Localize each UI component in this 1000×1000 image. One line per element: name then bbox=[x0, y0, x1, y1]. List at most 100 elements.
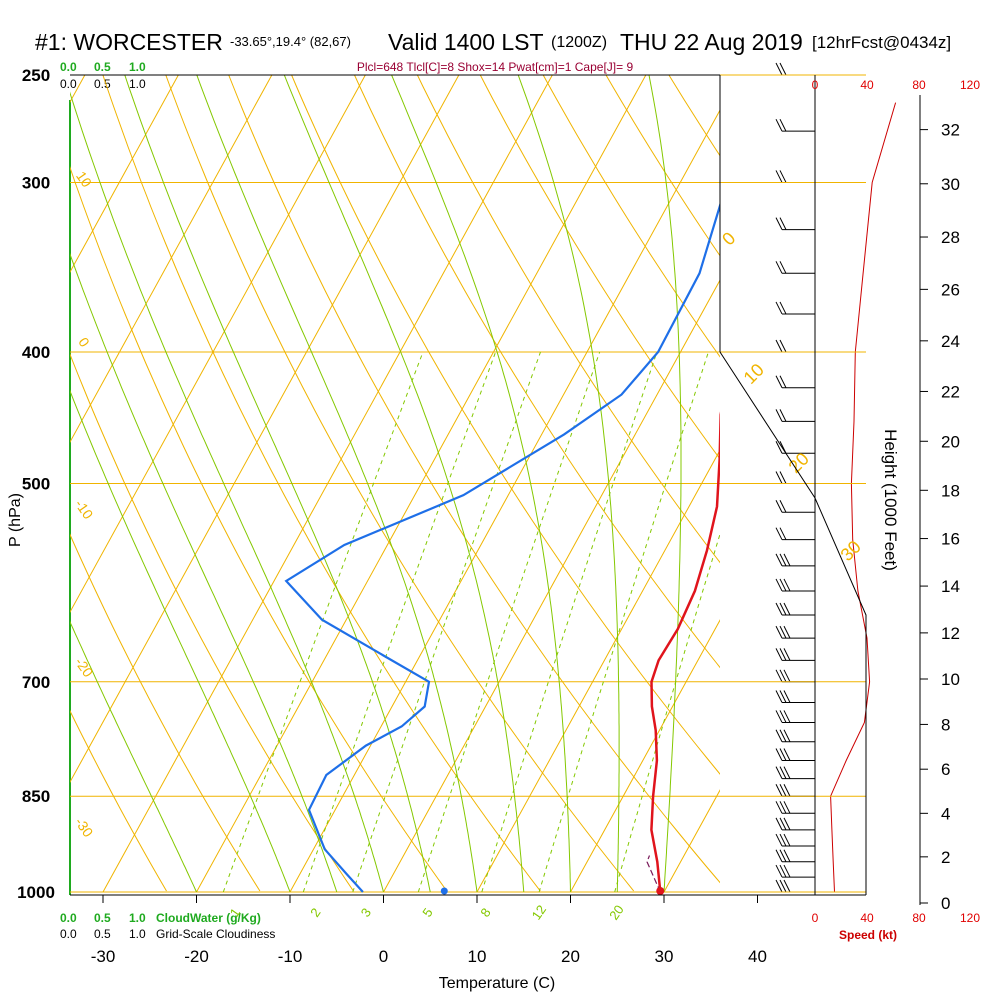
x-tick-label: -20 bbox=[184, 947, 209, 966]
dry-adiabat bbox=[165, 75, 635, 892]
isotherm bbox=[476, 449, 720, 893]
height-tick-label: 14 bbox=[941, 577, 960, 596]
temperature-line bbox=[650, 411, 720, 893]
speed-tick: 120 bbox=[960, 78, 980, 92]
dry-adiabat bbox=[70, 533, 261, 892]
wind-barb-feather bbox=[783, 864, 791, 878]
mixing-ratio-label: 3 bbox=[358, 905, 374, 920]
x-tick-label: 20 bbox=[561, 947, 580, 966]
wind-barb-feather bbox=[779, 729, 787, 743]
isotherm bbox=[102, 75, 553, 893]
cloud-cover-tick: 0.0 bbox=[60, 927, 77, 941]
wind-barb-feather bbox=[783, 690, 791, 703]
pressure-tick-label: 500 bbox=[22, 475, 50, 494]
isotherm bbox=[196, 75, 647, 893]
wind-barb-feather bbox=[779, 170, 787, 183]
wind-barb-feather bbox=[775, 471, 783, 484]
wind-barb-feather bbox=[775, 500, 783, 513]
sounding-lines bbox=[284, 201, 720, 893]
isotherm-label: -20 bbox=[72, 654, 97, 680]
x-tick-label: -10 bbox=[278, 947, 303, 966]
height-tick-label: 16 bbox=[941, 530, 960, 549]
cloud-cover-tick: 0.0 bbox=[60, 77, 77, 91]
mixing-ratio-line bbox=[302, 351, 497, 893]
wind-barb-feather bbox=[779, 669, 787, 683]
wind-barb-feather bbox=[779, 710, 787, 723]
wind-barb-feather bbox=[779, 833, 787, 847]
cloud-water-tick: 0.0 bbox=[60, 60, 77, 74]
height-tick-label: 32 bbox=[941, 121, 960, 140]
wind-barb-feather bbox=[775, 578, 783, 592]
wind-barb-feather bbox=[779, 766, 787, 779]
thermo-grid bbox=[70, 75, 720, 893]
valid-time: Valid 1400 LST bbox=[388, 29, 544, 55]
cloud-water-tick: 0.5 bbox=[94, 911, 111, 925]
pressure-tick-label: 250 bbox=[22, 66, 50, 85]
mixing-ratio-label: 2 bbox=[307, 905, 323, 920]
wind-barb-feather bbox=[779, 409, 787, 422]
wind-barb-feather bbox=[775, 833, 783, 847]
wind-barb-feather bbox=[779, 261, 787, 274]
isotherm bbox=[70, 75, 273, 444]
wind-barb-feather bbox=[779, 62, 787, 76]
height-tick-label: 6 bbox=[941, 760, 950, 779]
x-tick-label: 30 bbox=[655, 947, 674, 966]
cloud-cover-label: Grid-Scale Cloudiness bbox=[156, 927, 275, 941]
wind-barb-feather bbox=[779, 748, 787, 761]
wind-barb-feather bbox=[779, 339, 787, 353]
height-axis-label: Height (1000 Feet) bbox=[881, 429, 900, 571]
isotherm bbox=[570, 619, 720, 893]
zulu-time: (1200Z) bbox=[551, 34, 607, 51]
mixing-ratio-label: 20 bbox=[606, 902, 627, 922]
dry-adiabat bbox=[70, 352, 354, 892]
wind-barb-feather bbox=[783, 553, 791, 567]
wind-barb-feather bbox=[783, 669, 791, 683]
pressure-tick-label: 700 bbox=[22, 673, 50, 692]
cloud-cover-tick: 1.0 bbox=[129, 927, 146, 941]
wind-barb-feather bbox=[779, 864, 787, 878]
height-tick-label: 10 bbox=[941, 670, 960, 689]
wind-barb-feather bbox=[775, 375, 783, 388]
wind-barb-feather bbox=[779, 217, 787, 230]
wind-barb-feather bbox=[783, 578, 791, 592]
wind-barb-feather bbox=[783, 748, 791, 761]
wind-barb-feather bbox=[779, 817, 787, 831]
isotherm-label: -30 bbox=[72, 814, 97, 840]
wind-barb-feather bbox=[775, 783, 783, 797]
forecast-date: THU 22 Aug 2019 bbox=[620, 29, 803, 55]
height-tick-label: 2 bbox=[941, 848, 950, 867]
wind-barb-feather bbox=[775, 261, 783, 274]
height-tick-label: 18 bbox=[941, 481, 960, 500]
speed-tick: 40 bbox=[860, 78, 874, 92]
wind-barb-feather bbox=[779, 527, 787, 540]
moist-adiabat-label: 30 bbox=[837, 537, 865, 565]
dry-adiabat bbox=[102, 75, 541, 892]
wind-barb-feather bbox=[779, 301, 787, 315]
wind-barb-feather bbox=[783, 625, 791, 639]
wind-barb-feather bbox=[779, 553, 787, 567]
x-tick-label: 10 bbox=[468, 947, 487, 966]
wind-barb-feather bbox=[775, 409, 783, 422]
moist-adiabat bbox=[196, 75, 478, 893]
cloud-water-tick: 1.0 bbox=[129, 911, 146, 925]
wind-barb-feather bbox=[779, 690, 787, 703]
height-tick-label: 12 bbox=[941, 624, 960, 643]
wind-barb-feather bbox=[775, 669, 783, 683]
height-tick-label: 28 bbox=[941, 228, 960, 247]
x-tick-label: 0 bbox=[379, 947, 388, 966]
wind-barb-feather bbox=[783, 783, 791, 797]
height-tick-label: 30 bbox=[941, 175, 960, 194]
wind-barb-feather bbox=[775, 801, 783, 814]
mixing-ratio-label: 5 bbox=[419, 905, 435, 920]
isotherm bbox=[70, 75, 460, 784]
pressure-tick-label: 300 bbox=[22, 173, 50, 192]
plot-frame bbox=[70, 74, 921, 905]
wind-barb-feather bbox=[775, 301, 783, 315]
wind-barb-feather bbox=[783, 648, 791, 661]
wind-barb-feather bbox=[779, 625, 787, 639]
x-tick-label: 40 bbox=[748, 947, 767, 966]
wind-barb-feather bbox=[775, 748, 783, 761]
pressure-tick-label: 850 bbox=[22, 787, 50, 806]
wind-barb-feather bbox=[775, 817, 783, 831]
wind-barb-feather bbox=[775, 441, 783, 454]
